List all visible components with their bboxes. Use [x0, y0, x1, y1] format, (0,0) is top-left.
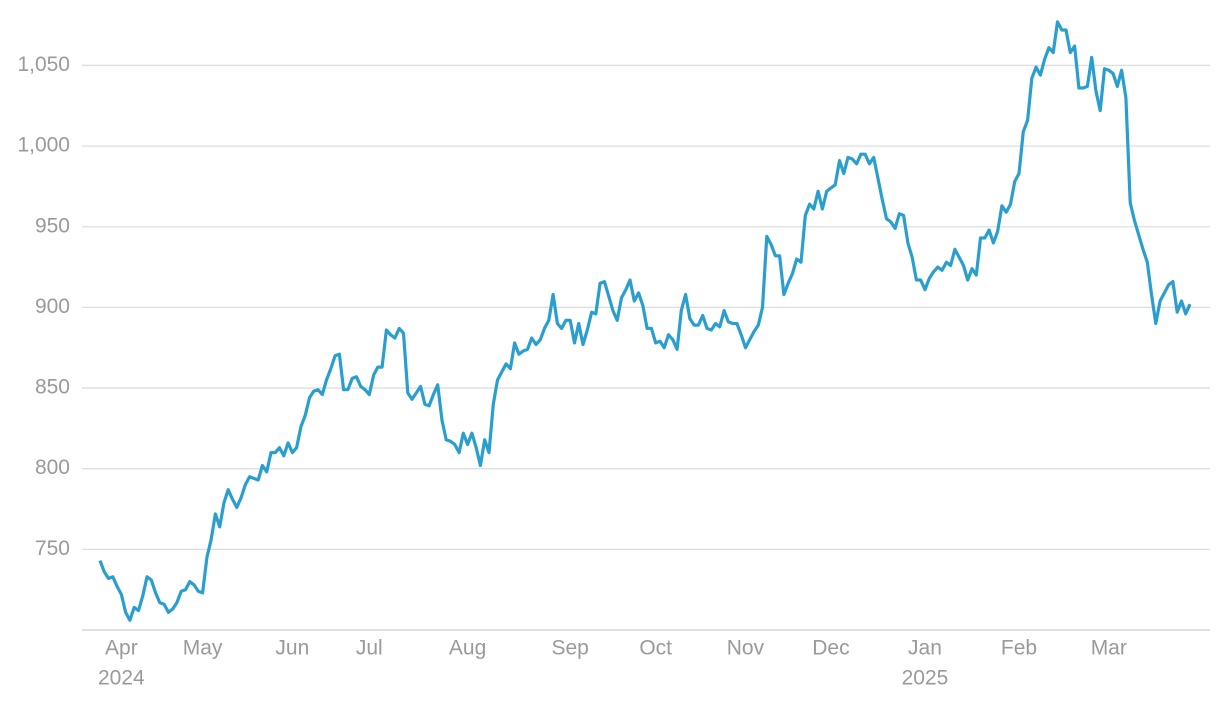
line	[98, 20, 1192, 622]
x-tick-label: Apr	[105, 637, 138, 660]
x-tick-label: Aug	[449, 637, 486, 660]
y-tick-label: 900	[35, 295, 70, 318]
y-tick-label: 750	[35, 537, 70, 560]
x-tick-label: May	[183, 637, 223, 660]
x-tick-label: Jun	[275, 637, 309, 660]
y-tick-label: 1,050	[17, 53, 70, 76]
x-tick-label: Nov	[727, 637, 765, 660]
y-tick-label: 1,000	[17, 134, 70, 157]
x-tick-label: Mar	[1091, 637, 1127, 660]
x-tick-label: Jul	[356, 637, 383, 660]
x-tick-label: Dec	[812, 637, 849, 660]
x-tick-label: 2025	[902, 667, 949, 690]
x-tick-label: Sep	[552, 637, 589, 660]
y-tick-label: 850	[35, 376, 70, 399]
y-tick-label: 800	[35, 456, 70, 479]
x-tick-label: Feb	[1001, 637, 1037, 660]
x-tick-label: 2024	[98, 667, 145, 690]
x-tick-label: Jan	[908, 637, 942, 660]
x-tick-label: Oct	[639, 637, 672, 660]
y-tick-label: 950	[35, 214, 70, 237]
